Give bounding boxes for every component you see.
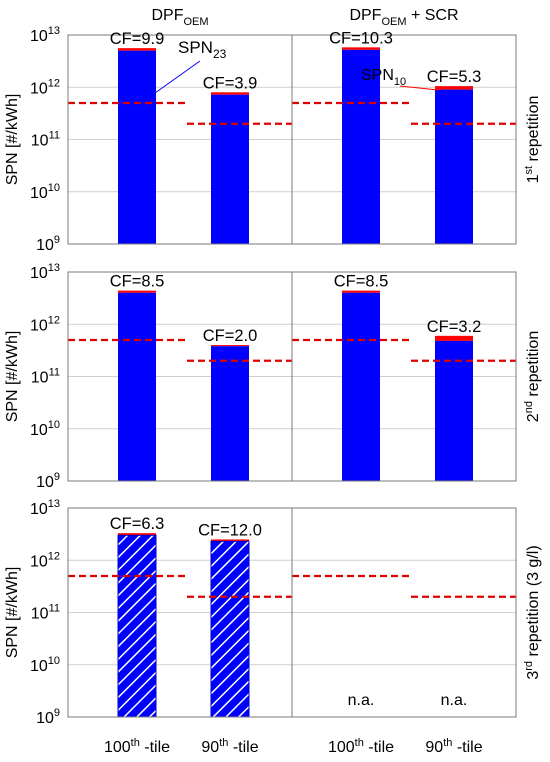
column-header: DPFOEM + SCR [349,7,458,28]
y-tick-label: 1013 [30,25,60,45]
spn23-bar [435,89,473,244]
spn10-bar-segment [211,92,249,95]
y-axis-label: SPN [#/kWh] [4,567,21,659]
cf-label: CF=3.9 [203,74,258,92]
y-tick-label: 109 [36,707,60,727]
spn23-bar [118,292,156,481]
y-tick-label: 1012 [30,314,60,334]
x-category-label: 100th -tile [328,737,394,756]
cf-label: CF=9.9 [110,30,165,48]
spn23-bar [342,49,380,245]
y-tick-label: 1010 [30,655,60,675]
spn10-bar-segment [211,345,249,347]
y-tick-label: 109 [36,234,60,254]
spn23-bar [211,94,249,244]
spn10-bar-segment [342,290,380,293]
column-header: DPFOEM [151,7,208,28]
cf-label: CF=10.3 [329,29,393,47]
y-tick-label: 1011 [31,130,60,150]
y-tick-label: 1010 [30,419,60,439]
row-label: 2nd repetition [523,331,542,422]
x-category-label: 100th -tile [104,737,170,756]
x-category-label: 90th -tile [425,737,482,756]
spn23-bar [117,534,157,718]
spn10-bar-segment [435,86,473,90]
spn10-bar-segment [211,539,249,542]
spn10-bar-segment [118,533,156,536]
y-tick-label: 1011 [31,603,60,623]
cf-label: CF=12.0 [198,521,262,539]
spn10-bar-segment [118,290,156,293]
cf-label: CF=5.3 [427,68,482,86]
row-label: 1st repetition [523,96,542,184]
y-axis-label: SPN [#/kWh] [4,331,21,423]
spn23-bar [342,292,380,481]
legend-spn23-leader [147,60,201,99]
legend-spn10-leader [399,85,439,91]
spn10-bar-segment [435,335,473,341]
y-tick-label: 109 [36,471,60,491]
cf-label: CF=6.3 [110,515,165,533]
spn23-bar [435,340,473,481]
x-category-label: 90th -tile [201,737,258,756]
y-tick-label: 1013 [30,498,60,518]
y-axis-label: SPN [#/kWh] [4,94,21,186]
spn23-bar [211,346,249,481]
na-label: n.a. [348,692,375,709]
spn23-bar [118,50,156,244]
y-tick-label: 1012 [30,77,60,97]
cf-label: CF=2.0 [203,327,258,345]
y-tick-label: 1012 [30,550,60,570]
y-tick-label: 1010 [30,182,60,202]
spn23-bar [210,540,250,718]
spn10-bar-segment [118,48,156,51]
legend-spn10: SPN10 [361,67,406,88]
cf-label: CF=8.5 [110,273,165,291]
spn10-bar-segment [342,47,380,50]
legend-spn23: SPN23 [178,38,227,61]
na-label: n.a. [441,692,468,709]
row-label: 3rd repetition (3 g/l) [523,545,542,679]
y-tick-label: 1013 [30,262,60,282]
y-tick-label: 1011 [31,367,60,387]
cf-label: CF=8.5 [334,273,389,291]
cf-label: CF=3.2 [427,318,482,336]
